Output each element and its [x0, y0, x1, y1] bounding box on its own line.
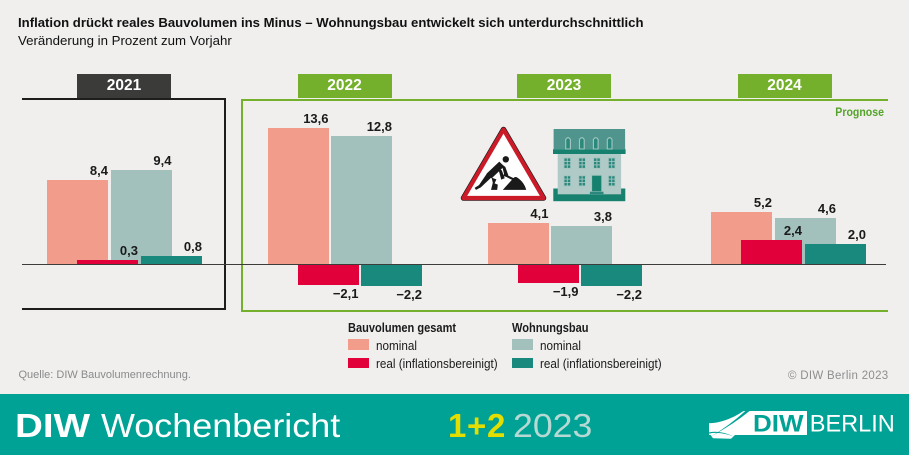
svg-text:BERLIN: BERLIN — [810, 410, 895, 437]
svg-text:DIW: DIW — [753, 410, 804, 437]
